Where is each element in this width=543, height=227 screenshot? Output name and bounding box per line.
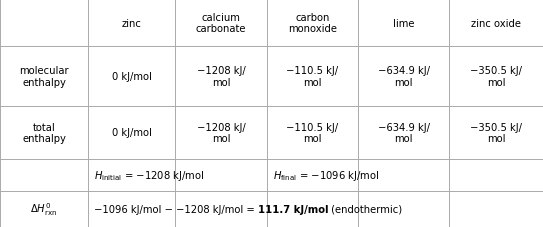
Text: $H_{\rm initial}$ = −1208 kJ/mol: $H_{\rm initial}$ = −1208 kJ/mol bbox=[94, 168, 205, 182]
Text: −1096 kJ/mol − −1208 kJ/mol =: −1096 kJ/mol − −1208 kJ/mol = bbox=[94, 204, 258, 214]
Text: 111.7 kJ/mol: 111.7 kJ/mol bbox=[258, 204, 329, 214]
Text: zinc oxide: zinc oxide bbox=[471, 18, 521, 28]
Text: −1208 kJ/
mol: −1208 kJ/ mol bbox=[197, 122, 245, 144]
Text: −350.5 kJ/
mol: −350.5 kJ/ mol bbox=[470, 122, 522, 144]
Text: molecular
enthalpy: molecular enthalpy bbox=[19, 66, 69, 87]
Text: 0 kJ/mol: 0 kJ/mol bbox=[111, 72, 151, 82]
Text: −110.5 kJ/
mol: −110.5 kJ/ mol bbox=[287, 122, 339, 144]
Text: zinc: zinc bbox=[122, 18, 141, 28]
Text: −110.5 kJ/
mol: −110.5 kJ/ mol bbox=[287, 66, 339, 87]
Text: 0 kJ/mol: 0 kJ/mol bbox=[111, 128, 151, 138]
Text: carbon
monoxide: carbon monoxide bbox=[288, 13, 337, 34]
Text: calcium
carbonate: calcium carbonate bbox=[195, 13, 246, 34]
Text: −634.9 kJ/
mol: −634.9 kJ/ mol bbox=[377, 122, 430, 144]
Text: −634.9 kJ/
mol: −634.9 kJ/ mol bbox=[377, 66, 430, 87]
Text: −350.5 kJ/
mol: −350.5 kJ/ mol bbox=[470, 66, 522, 87]
Text: (endothermic): (endothermic) bbox=[329, 204, 402, 214]
Text: lime: lime bbox=[393, 18, 414, 28]
Text: $H_{\rm final}$ = −1096 kJ/mol: $H_{\rm final}$ = −1096 kJ/mol bbox=[273, 168, 380, 182]
Text: −1208 kJ/
mol: −1208 kJ/ mol bbox=[197, 66, 245, 87]
Text: $\Delta H^0_{\rm rxn}$: $\Delta H^0_{\rm rxn}$ bbox=[30, 201, 58, 217]
Text: total
enthalpy: total enthalpy bbox=[22, 122, 66, 144]
